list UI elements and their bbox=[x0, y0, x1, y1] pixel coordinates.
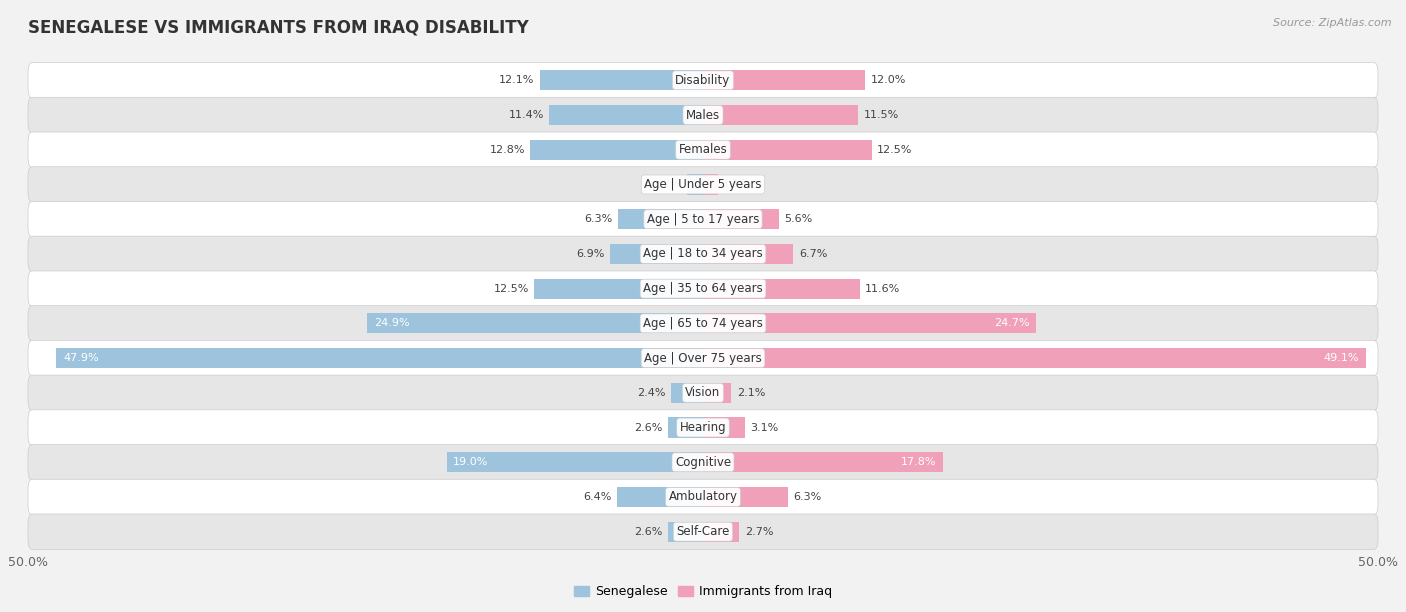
Bar bbox=[703, 452, 943, 472]
Bar bbox=[703, 487, 787, 507]
Bar bbox=[534, 278, 703, 299]
Text: Self-Care: Self-Care bbox=[676, 525, 730, 538]
Bar bbox=[703, 521, 740, 542]
Text: 11.5%: 11.5% bbox=[863, 110, 898, 120]
Text: 6.3%: 6.3% bbox=[793, 492, 821, 502]
Text: Age | Under 5 years: Age | Under 5 years bbox=[644, 178, 762, 191]
Text: 2.1%: 2.1% bbox=[737, 388, 765, 398]
FancyBboxPatch shape bbox=[28, 375, 1378, 411]
Text: 12.5%: 12.5% bbox=[877, 145, 912, 155]
Text: 17.8%: 17.8% bbox=[901, 457, 936, 467]
Bar bbox=[530, 140, 703, 160]
Text: Cognitive: Cognitive bbox=[675, 456, 731, 469]
Bar bbox=[540, 70, 703, 91]
Bar bbox=[550, 105, 703, 125]
FancyBboxPatch shape bbox=[28, 514, 1378, 550]
FancyBboxPatch shape bbox=[28, 166, 1378, 202]
Text: 12.1%: 12.1% bbox=[499, 75, 534, 85]
FancyBboxPatch shape bbox=[28, 97, 1378, 133]
Text: 11.4%: 11.4% bbox=[509, 110, 544, 120]
Bar bbox=[56, 348, 703, 368]
Text: Age | Over 75 years: Age | Over 75 years bbox=[644, 351, 762, 365]
FancyBboxPatch shape bbox=[28, 340, 1378, 376]
Text: 19.0%: 19.0% bbox=[453, 457, 489, 467]
Legend: Senegalese, Immigrants from Iraq: Senegalese, Immigrants from Iraq bbox=[569, 580, 837, 603]
Text: 2.6%: 2.6% bbox=[634, 527, 662, 537]
FancyBboxPatch shape bbox=[28, 444, 1378, 480]
Text: 12.5%: 12.5% bbox=[494, 283, 529, 294]
Text: 47.9%: 47.9% bbox=[63, 353, 98, 363]
Bar bbox=[703, 209, 779, 230]
Text: 12.0%: 12.0% bbox=[870, 75, 905, 85]
Bar bbox=[703, 174, 718, 195]
Bar bbox=[703, 382, 731, 403]
Bar bbox=[619, 209, 703, 230]
Text: 6.4%: 6.4% bbox=[583, 492, 612, 502]
Text: 3.1%: 3.1% bbox=[751, 422, 779, 433]
Bar bbox=[367, 313, 703, 334]
Text: Disability: Disability bbox=[675, 74, 731, 87]
FancyBboxPatch shape bbox=[28, 62, 1378, 98]
Text: Source: ZipAtlas.com: Source: ZipAtlas.com bbox=[1274, 18, 1392, 28]
Bar bbox=[686, 174, 703, 195]
Text: Ambulatory: Ambulatory bbox=[668, 490, 738, 504]
Text: Age | 18 to 34 years: Age | 18 to 34 years bbox=[643, 247, 763, 261]
Text: Males: Males bbox=[686, 108, 720, 122]
Text: Vision: Vision bbox=[685, 386, 721, 399]
Text: 2.7%: 2.7% bbox=[745, 527, 773, 537]
Bar bbox=[703, 417, 745, 438]
Bar bbox=[610, 244, 703, 264]
Text: 2.4%: 2.4% bbox=[637, 388, 665, 398]
Text: Age | 65 to 74 years: Age | 65 to 74 years bbox=[643, 317, 763, 330]
Text: Age | 35 to 64 years: Age | 35 to 64 years bbox=[643, 282, 763, 295]
Text: 1.2%: 1.2% bbox=[652, 179, 682, 190]
FancyBboxPatch shape bbox=[28, 305, 1378, 341]
Bar bbox=[703, 278, 859, 299]
Text: 2.6%: 2.6% bbox=[634, 422, 662, 433]
FancyBboxPatch shape bbox=[28, 271, 1378, 307]
FancyBboxPatch shape bbox=[28, 201, 1378, 237]
Text: Females: Females bbox=[679, 143, 727, 156]
Text: 6.3%: 6.3% bbox=[585, 214, 613, 224]
Text: Hearing: Hearing bbox=[679, 421, 727, 434]
Bar bbox=[703, 313, 1036, 334]
Bar bbox=[703, 70, 865, 91]
Bar bbox=[617, 487, 703, 507]
Text: 24.9%: 24.9% bbox=[374, 318, 409, 329]
Bar bbox=[703, 244, 793, 264]
Text: 11.6%: 11.6% bbox=[865, 283, 900, 294]
Bar bbox=[668, 417, 703, 438]
Bar bbox=[668, 521, 703, 542]
FancyBboxPatch shape bbox=[28, 132, 1378, 168]
Text: Age | 5 to 17 years: Age | 5 to 17 years bbox=[647, 213, 759, 226]
Text: 24.7%: 24.7% bbox=[994, 318, 1029, 329]
Bar bbox=[671, 382, 703, 403]
Text: 49.1%: 49.1% bbox=[1323, 353, 1360, 363]
Bar bbox=[703, 105, 858, 125]
Text: 5.6%: 5.6% bbox=[785, 214, 813, 224]
Text: SENEGALESE VS IMMIGRANTS FROM IRAQ DISABILITY: SENEGALESE VS IMMIGRANTS FROM IRAQ DISAB… bbox=[28, 18, 529, 36]
FancyBboxPatch shape bbox=[28, 479, 1378, 515]
Text: 12.8%: 12.8% bbox=[489, 145, 524, 155]
Bar bbox=[447, 452, 703, 472]
FancyBboxPatch shape bbox=[28, 236, 1378, 272]
Text: 6.7%: 6.7% bbox=[799, 249, 827, 259]
FancyBboxPatch shape bbox=[28, 410, 1378, 446]
Text: 1.1%: 1.1% bbox=[723, 179, 751, 190]
Bar bbox=[703, 348, 1365, 368]
Text: 6.9%: 6.9% bbox=[576, 249, 605, 259]
Bar bbox=[703, 140, 872, 160]
